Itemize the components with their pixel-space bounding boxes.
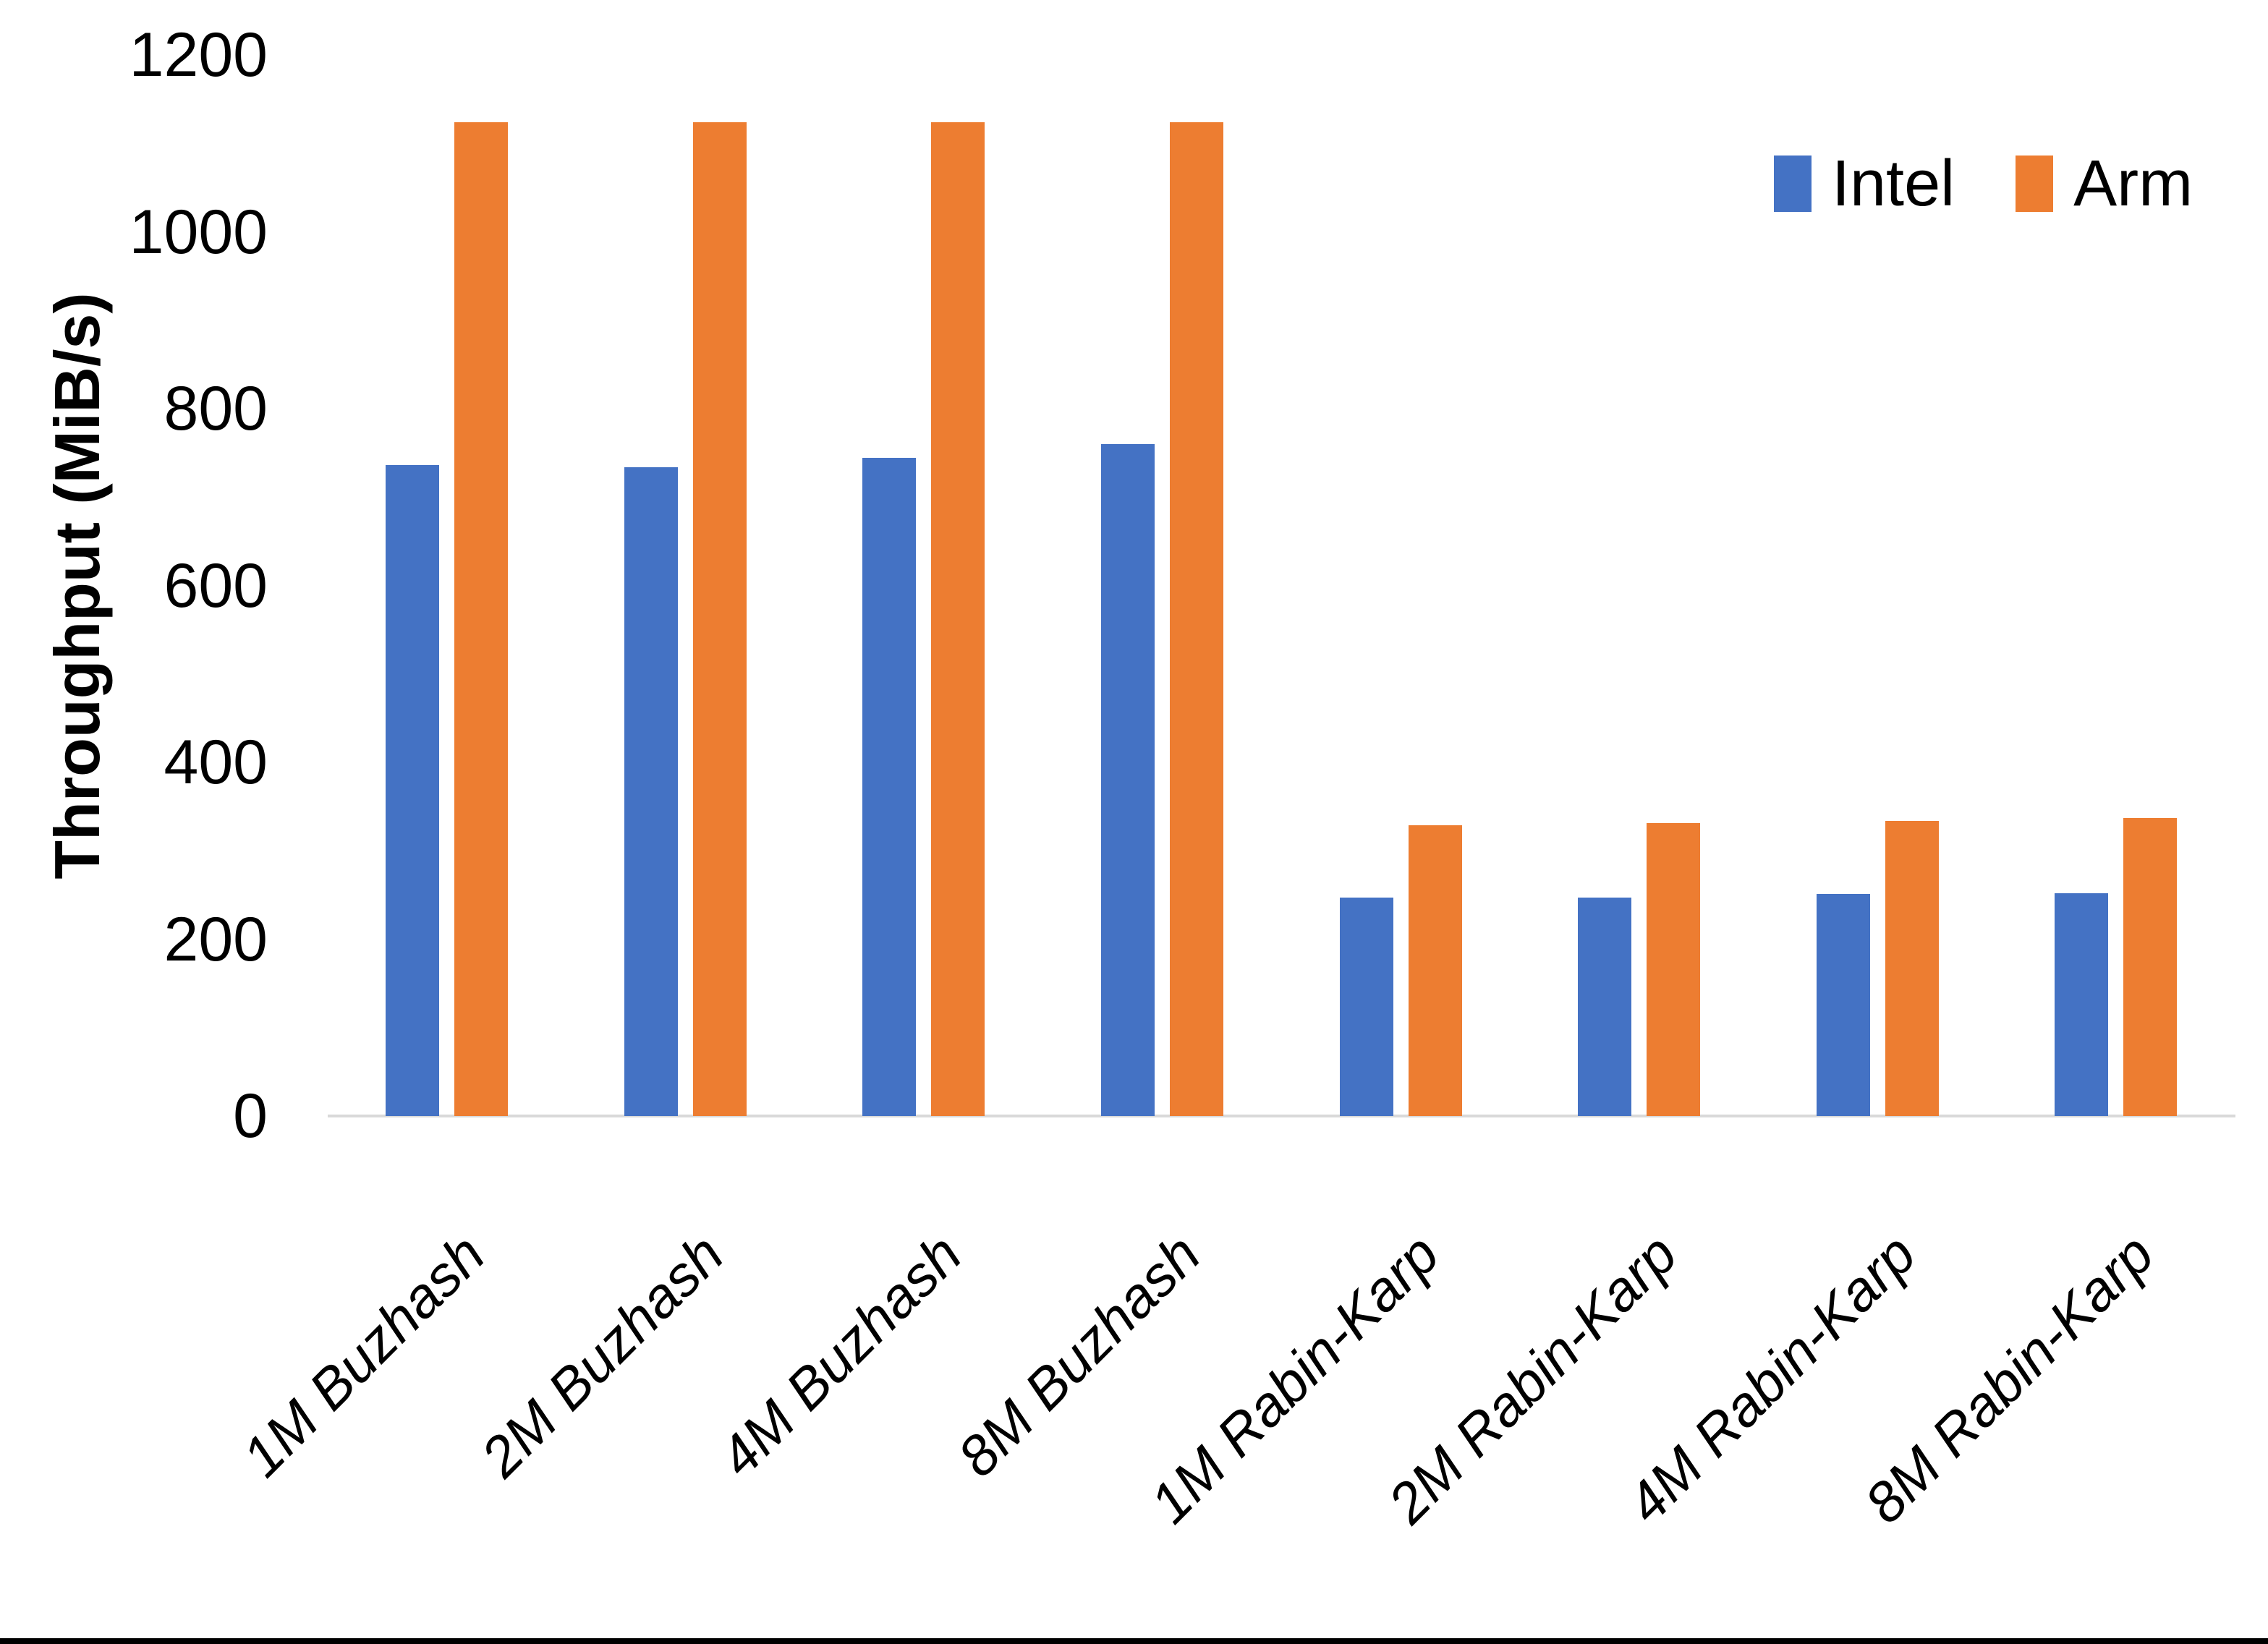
bar-intel-4m-rabin-karp	[1816, 894, 1870, 1116]
y-tick-label-1200: 1200	[129, 20, 268, 90]
x-category-label-1m-rabin-karp: 1M Rabin-Karp	[1137, 1222, 1451, 1536]
bar-arm-1m-buzhash	[454, 122, 508, 1116]
bar-arm-8m-buzhash	[1169, 122, 1223, 1116]
legend-swatch-arm	[2016, 156, 2054, 212]
bar-intel-1m-rabin-karp	[1339, 898, 1393, 1116]
y-tick-label-400: 400	[163, 728, 268, 797]
bar-arm-4m-rabin-karp	[1885, 820, 1939, 1116]
bar-intel-8m-rabin-karp	[2055, 893, 2109, 1116]
x-category-label-8m-rabin-karp: 8M Rabin-Karp	[1852, 1222, 2167, 1536]
x-category-label-4m-buzhash: 4M Buzhash	[707, 1222, 974, 1489]
bar-arm-1m-rabin-karp	[1408, 825, 1462, 1116]
bar-arm-2m-buzhash	[692, 122, 747, 1116]
bar-arm-8m-rabin-karp	[2123, 818, 2178, 1116]
legend-swatch-intel	[1774, 156, 1812, 212]
x-category-label-8m-buzhash: 8M Buzhash	[945, 1222, 1212, 1489]
y-tick-label-0: 0	[233, 1081, 268, 1151]
x-category-label-2m-rabin-karp: 2M Rabin-Karp	[1375, 1222, 1689, 1536]
bar-intel-2m-rabin-karp	[1578, 898, 1632, 1116]
legend-label-arm: Arm	[2073, 148, 2193, 220]
legend-item-intel: Intel	[1774, 146, 1955, 221]
bar-intel-2m-buzhash	[624, 467, 678, 1116]
bottom-border	[0, 1638, 2268, 1644]
y-tick-label-600: 600	[163, 550, 268, 621]
legend-item-arm: Arm	[2016, 146, 2193, 221]
legend-label-intel: Intel	[1832, 148, 1955, 220]
bar-intel-1m-buzhash	[386, 465, 439, 1116]
y-tick-label-800: 800	[163, 374, 268, 443]
y-tick-label-200: 200	[163, 904, 268, 974]
bar-arm-4m-buzhash	[931, 122, 985, 1116]
bar-intel-4m-buzhash	[862, 458, 917, 1116]
x-axis-line	[328, 1115, 2235, 1117]
x-category-label-2m-buzhash: 2M Buzhash	[468, 1222, 736, 1489]
x-category-label-1m-buzhash: 1M Buzhash	[229, 1222, 497, 1489]
bar-arm-2m-rabin-karp	[1647, 823, 1701, 1116]
y-tick-label-1000: 1000	[129, 197, 268, 267]
bar-intel-8m-buzhash	[1100, 443, 1155, 1116]
x-category-label-4m-rabin-karp: 4M Rabin-Karp	[1614, 1222, 1928, 1536]
legend: Intel Arm	[1774, 146, 2193, 221]
